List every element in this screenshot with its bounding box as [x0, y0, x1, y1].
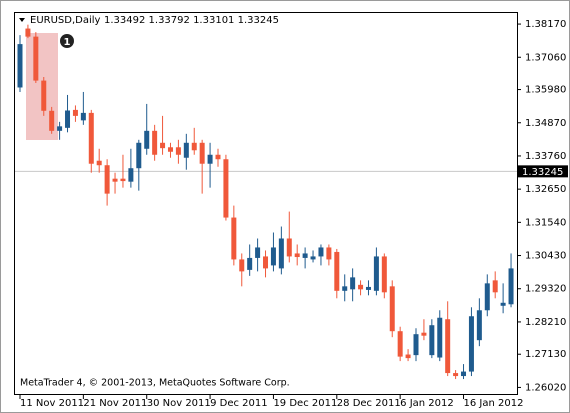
- candle-body: [389, 286, 395, 332]
- candle-body: [49, 110, 55, 131]
- candle-body: [120, 178, 126, 182]
- y-tick-label: 1.33760: [525, 151, 566, 162]
- candle-body: [167, 147, 173, 152]
- candle-body: [286, 238, 292, 257]
- candle-body: [310, 256, 316, 260]
- candle-body: [429, 325, 435, 356]
- candle-body: [405, 354, 411, 359]
- candle-body: [160, 142, 166, 149]
- y-tick-label: 1.38170: [525, 19, 566, 30]
- candle-body: [421, 332, 427, 336]
- y-tick-label: 1.27130: [525, 349, 566, 360]
- symbol-label: EURUSD,Daily: [30, 15, 101, 26]
- candle-body: [128, 168, 134, 182]
- candle-body: [183, 142, 189, 158]
- candle-body: [144, 130, 150, 149]
- candle-body: [413, 334, 419, 356]
- candle-body: [112, 178, 118, 182]
- y-tick-label: 1.26020: [525, 382, 566, 393]
- candle-body: [263, 256, 269, 269]
- candle-body: [373, 256, 379, 291]
- candle-body: [437, 317, 443, 358]
- price-tag-label: 1.33245: [522, 167, 563, 178]
- y-tick-label: 1.29320: [525, 284, 566, 295]
- y-tick-label: 1.30430: [525, 251, 566, 262]
- candle-body: [104, 165, 110, 194]
- candle-body: [57, 126, 63, 131]
- candle-body: [381, 256, 387, 293]
- candle-body: [41, 80, 47, 111]
- candle-body: [334, 251, 340, 291]
- candle-body: [191, 142, 197, 151]
- candle-body: [25, 28, 31, 37]
- candle-body: [199, 142, 205, 164]
- candle-body: [223, 159, 229, 218]
- candle-body: [492, 280, 498, 293]
- y-tick-label: 1.37060: [525, 52, 566, 63]
- candle-body: [278, 238, 284, 269]
- candle-body: [294, 253, 300, 258]
- header-values: 1.33492 1.33792 1.33101 1.33245: [104, 15, 279, 26]
- menu-arrow[interactable]: [19, 18, 25, 22]
- x-tick-label: 16 Jan 2012: [464, 398, 524, 409]
- candle-body: [33, 36, 39, 81]
- candle-body: [318, 247, 324, 257]
- candle-body: [72, 109, 78, 116]
- candle-body: [302, 253, 308, 258]
- candle-body: [247, 257, 253, 270]
- plot-frame: [14, 12, 518, 395]
- candle-body: [80, 112, 86, 121]
- footer-text: MetaTrader 4, © 2001-2013, MetaQuotes So…: [20, 378, 290, 389]
- candle-body: [270, 247, 276, 266]
- candle-body: [484, 283, 490, 311]
- candle-body: [231, 217, 237, 260]
- candle-body: [453, 373, 459, 377]
- candle-body: [476, 310, 482, 341]
- candle-body: [397, 331, 403, 357]
- y-tick-label: 1.32650: [525, 184, 566, 195]
- candle-body: [152, 130, 158, 155]
- y-tick-label: 1.31540: [525, 217, 566, 228]
- price-tag: [518, 165, 568, 178]
- candle-body: [96, 160, 102, 166]
- x-tick-label: 28 Dec 2011: [337, 398, 401, 409]
- x-tick-label: 6 Jan 2012: [400, 398, 454, 409]
- x-tick-label: 30 Nov 2011: [147, 398, 211, 409]
- candle-body: [365, 286, 371, 290]
- y-tick-label: 1.35980: [525, 85, 566, 96]
- candle-body: [175, 147, 181, 155]
- y-tick-label: 1.28210: [525, 317, 566, 328]
- candle-body: [239, 259, 245, 272]
- x-tick-label: 9 Dec 2011: [210, 398, 268, 409]
- annotation-label: 1: [64, 37, 71, 48]
- candle-body: [445, 319, 451, 374]
- candle-body: [65, 110, 71, 128]
- candle-body: [468, 316, 474, 372]
- annotation-marker: [60, 34, 74, 48]
- x-tick-label: 21 Nov 2011: [83, 398, 147, 409]
- candle-body: [207, 154, 213, 164]
- x-tick-label: 19 Dec 2011: [273, 398, 337, 409]
- candle-body: [255, 247, 261, 258]
- candle-body: [461, 371, 467, 377]
- candle-body: [358, 284, 364, 290]
- candle-body: [508, 268, 514, 305]
- candle-body: [326, 247, 332, 260]
- y-tick-label: 1.34870: [525, 118, 566, 129]
- candle-body: [88, 112, 94, 164]
- candle-body: [342, 286, 348, 291]
- candle-body: [215, 154, 221, 160]
- candle-body: [350, 277, 356, 290]
- x-tick-label: 11 Nov 2011: [20, 398, 84, 409]
- candle-body: [500, 302, 506, 306]
- candle-body: [136, 142, 142, 169]
- candle-body: [17, 44, 23, 88]
